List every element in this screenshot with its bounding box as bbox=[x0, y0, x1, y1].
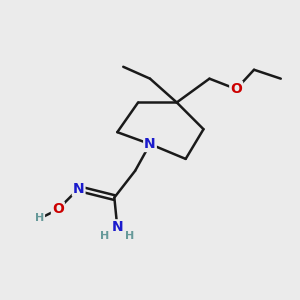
Text: N: N bbox=[73, 182, 85, 196]
Text: O: O bbox=[230, 82, 242, 96]
Text: N: N bbox=[144, 137, 156, 151]
Text: H: H bbox=[100, 231, 110, 241]
Text: H: H bbox=[35, 213, 45, 224]
Text: H: H bbox=[125, 231, 134, 241]
Text: N: N bbox=[112, 220, 123, 234]
Text: O: O bbox=[52, 202, 64, 216]
